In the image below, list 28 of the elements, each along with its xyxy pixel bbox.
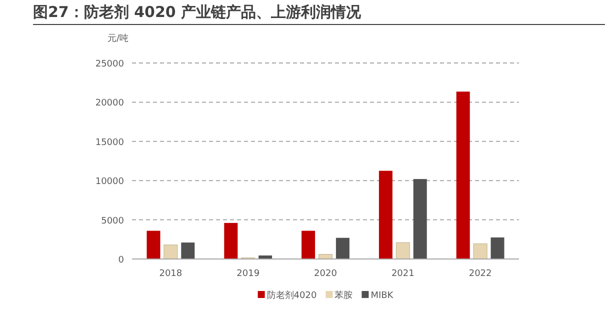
legend-label: 苯胺 <box>334 290 353 301</box>
x-tick-label: 2018 <box>159 269 182 279</box>
y-tick-label: 15000 <box>95 138 124 148</box>
y-tick-label: 5000 <box>101 216 124 226</box>
bar <box>336 238 350 259</box>
y-tick-label: 25000 <box>95 60 124 70</box>
y-tick-label: 20000 <box>95 98 124 109</box>
y-tick-label: 10000 <box>95 177 124 188</box>
bar <box>413 179 427 259</box>
bar <box>378 170 392 259</box>
x-tick-label: 2022 <box>468 269 492 279</box>
y-axis-title: 元/吨 <box>107 33 129 44</box>
bar <box>302 230 316 259</box>
x-tick-label: 2021 <box>391 269 414 279</box>
bar <box>490 237 504 259</box>
chart-title: 图27：防老剂 4020 产业链产品、上游利润情况 <box>33 3 605 25</box>
legend-label: MIBK <box>370 291 394 301</box>
bar <box>224 222 238 259</box>
bar <box>396 242 410 260</box>
bar <box>181 242 195 259</box>
legend-label: 防老剂4020 <box>266 290 317 301</box>
x-tick-label: 2020 <box>314 269 338 279</box>
bar <box>146 230 160 259</box>
bar <box>473 243 488 260</box>
bar <box>456 92 470 259</box>
y-tick-label: 0 <box>118 256 124 266</box>
x-tick-label: 2019 <box>236 269 260 279</box>
bar <box>164 244 178 260</box>
